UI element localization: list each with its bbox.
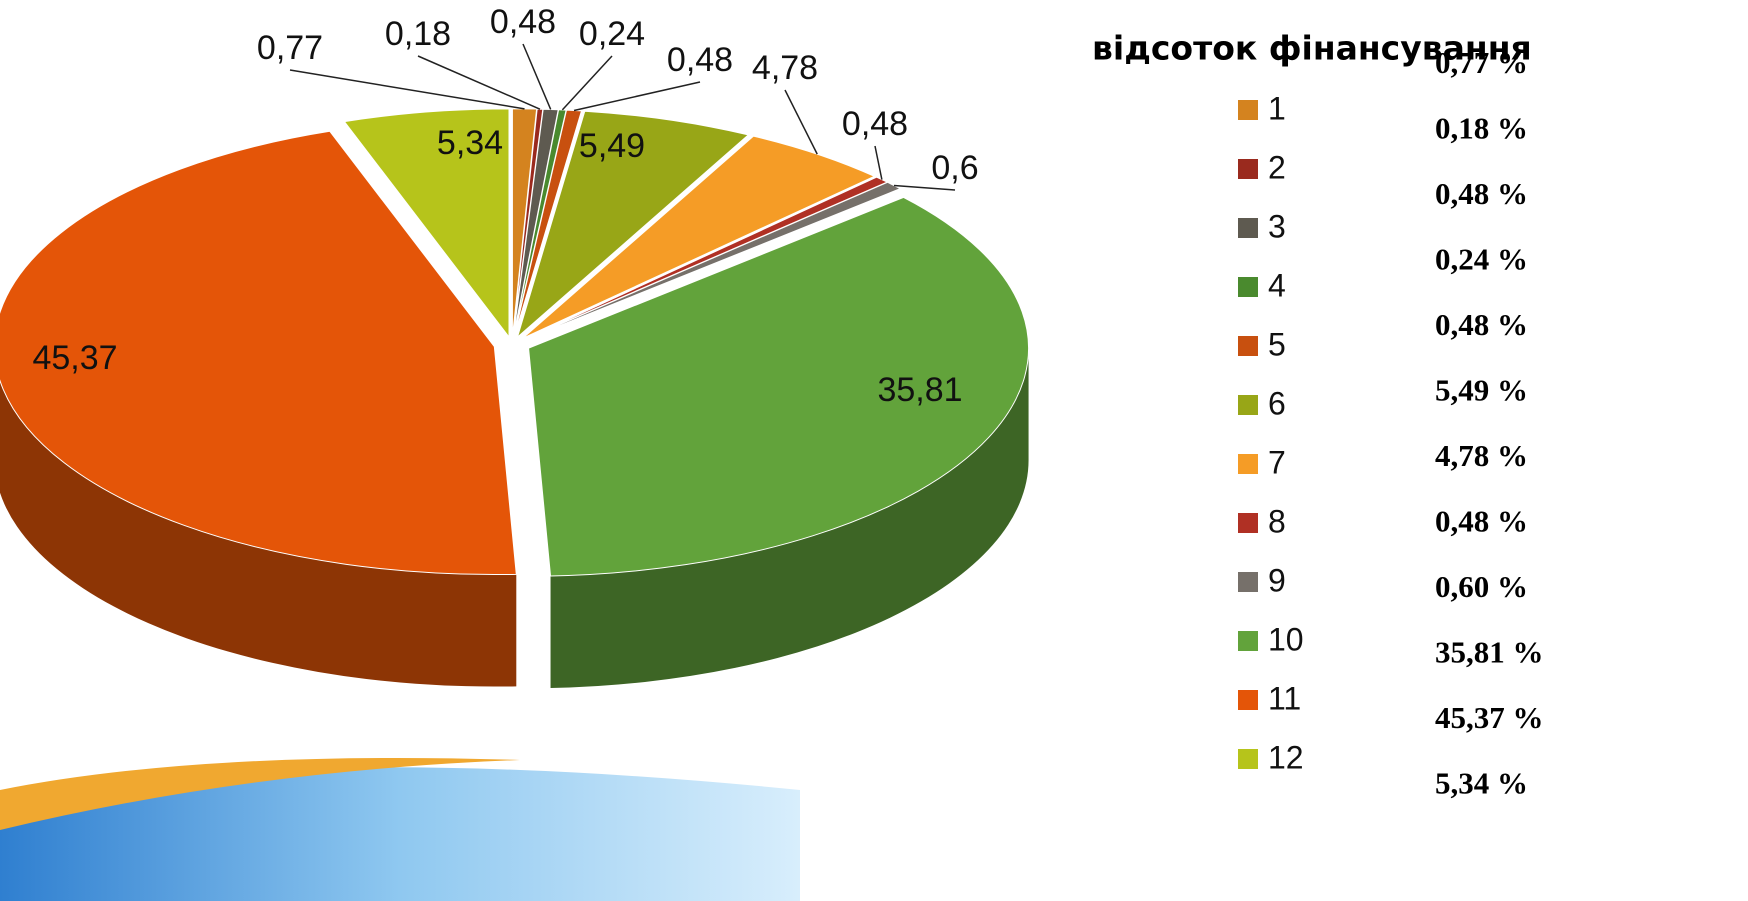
side-list-item: 45,37 % xyxy=(1435,700,1544,735)
legend-label: 8 xyxy=(1268,503,1286,539)
legend-swatch xyxy=(1238,631,1258,651)
legend-swatch xyxy=(1238,454,1258,474)
chart: 0,77 0,18 0,48 0,24 0,48 5,49 4,78 0,48 0,6 35,81… xyxy=(0,0,1748,901)
data-label: 0,48 xyxy=(842,105,908,143)
side-list-item: 0,48 % xyxy=(1435,307,1528,342)
side-list-item: 4,78 % xyxy=(1435,438,1528,473)
legend-label: 12 xyxy=(1268,739,1304,775)
legend-label: 2 xyxy=(1268,149,1286,185)
side-list-item: 0,48 % xyxy=(1435,504,1528,539)
data-label: 0,6 xyxy=(931,149,978,187)
side-list-item: 0,77 % xyxy=(1435,45,1528,80)
legend-swatch xyxy=(1238,749,1258,769)
legend-swatch xyxy=(1238,395,1258,415)
side-list-item: 5,34 % xyxy=(1435,766,1528,801)
leader-line xyxy=(523,44,551,109)
side-list-item: 35,81 % xyxy=(1435,635,1544,670)
legend-swatch xyxy=(1238,572,1258,592)
side-list-item: 0,60 % xyxy=(1435,569,1528,604)
leader-line xyxy=(875,146,882,180)
data-label: 0,77 xyxy=(257,29,323,67)
side-list-item: 0,18 % xyxy=(1435,111,1528,146)
side-list-item: 5,49 % xyxy=(1435,373,1528,408)
leader-line xyxy=(562,56,612,110)
legend-label: 10 xyxy=(1268,621,1304,657)
data-label: 0,18 xyxy=(385,15,451,53)
legend-swatch xyxy=(1238,690,1258,710)
data-label: 5,49 xyxy=(579,127,645,165)
legend-label: 4 xyxy=(1268,267,1286,303)
legend-label: 7 xyxy=(1268,444,1286,480)
legend-label: 1 xyxy=(1268,90,1286,126)
data-label: 4,78 xyxy=(752,49,818,87)
legend-label: 11 xyxy=(1268,680,1301,716)
legend-swatch xyxy=(1238,218,1258,238)
legend-label: 3 xyxy=(1268,208,1286,244)
legend-swatch xyxy=(1238,277,1258,297)
leader-line xyxy=(290,70,525,109)
pie: 0,77 0,18 0,48 0,24 0,48 5,49 4,78 0,48 0,6 35,81… xyxy=(0,3,1029,688)
legend-label: 9 xyxy=(1268,562,1286,598)
data-label: 0,24 xyxy=(579,15,645,53)
side-list-item: 0,48 % xyxy=(1435,176,1528,211)
data-label: 45,37 xyxy=(32,339,117,377)
legend-swatch xyxy=(1238,336,1258,356)
legend-swatch xyxy=(1238,513,1258,533)
side-list-item: 0,24 % xyxy=(1435,242,1528,277)
data-label: 0,48 xyxy=(667,41,733,79)
data-label: 35,81 xyxy=(877,371,962,409)
leader-line xyxy=(785,90,817,154)
data-label: 0,48 xyxy=(490,3,556,41)
legend-label: 6 xyxy=(1268,385,1286,421)
legend-label: 5 xyxy=(1268,326,1286,362)
leader-line xyxy=(574,82,700,110)
legend-swatch xyxy=(1238,100,1258,120)
data-label: 5,34 xyxy=(437,124,503,162)
side-list: 0,77 % 0,18 % 0,48 % 0,24 % 0,48 % 5,49 % 4,78… xyxy=(1435,45,1544,801)
legend-swatch xyxy=(1238,159,1258,179)
